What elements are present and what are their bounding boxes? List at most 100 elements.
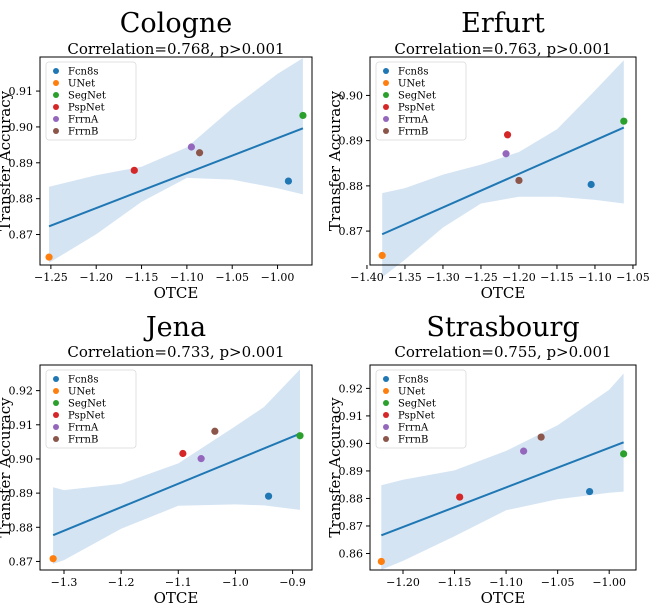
data-point-pspnet xyxy=(179,449,187,458)
data-point-frrnb xyxy=(515,176,523,185)
data-point-frrna xyxy=(502,150,510,158)
chart-subtitle: Correlation=0.733, p>0.001 xyxy=(67,343,284,361)
data-point-frrna xyxy=(187,143,196,151)
y-tick-label: 0.92 xyxy=(339,382,364,395)
regression-line xyxy=(52,432,301,537)
legend-label: SegNet xyxy=(398,399,436,410)
x-tick-label: −1.20 xyxy=(79,271,113,284)
y-axis-label: Transfer Accuracy xyxy=(326,90,344,231)
data-point-pspnet xyxy=(503,131,512,139)
legend-marker-pspnet xyxy=(383,412,389,418)
x-tick-label: −1.3 xyxy=(51,576,78,589)
x-tick-label: −1.0 xyxy=(222,576,249,589)
legend-label: FrrnA xyxy=(398,423,429,434)
legend-marker-segnet xyxy=(53,92,59,98)
legend-label: FrrnB xyxy=(68,435,98,446)
y-tick-label: 0.89 xyxy=(9,487,34,500)
legend-label: FrrnA xyxy=(68,423,99,434)
x-axis-label: OTCE xyxy=(154,284,199,302)
data-point-fcn8s xyxy=(264,492,273,500)
x-tick-label: −1.35 xyxy=(388,271,422,284)
y-axis-label: Transfer Accuracy xyxy=(326,397,344,538)
legend-marker-pspnet xyxy=(53,104,59,110)
chart-title: Strasbourg xyxy=(426,312,579,343)
chart-title: Jena xyxy=(143,312,206,343)
y-tick-label: 0.92 xyxy=(9,385,34,398)
legend-marker-frrnb xyxy=(383,128,389,134)
x-tick-label: −1.30 xyxy=(426,271,460,284)
x-tick-label: −1.10 xyxy=(578,271,612,284)
x-tick-label: −1.00 xyxy=(261,271,295,284)
legend-marker-unet xyxy=(383,80,389,86)
data-point-frrnb xyxy=(211,427,219,435)
legend-marker-frrnb xyxy=(53,128,59,134)
plot-frame xyxy=(369,56,637,266)
data-point-segnet xyxy=(299,111,307,120)
legend-label: FrrnB xyxy=(68,127,98,138)
data-point-fcn8s xyxy=(586,487,594,496)
legend-box xyxy=(45,61,137,141)
y-tick-label: 0.88 xyxy=(9,193,34,206)
y-tick-label: 0.89 xyxy=(339,135,364,148)
legend-label: Fcn8s xyxy=(398,67,428,78)
y-tick-label: 0.88 xyxy=(339,180,364,193)
data-point-frrna xyxy=(520,447,528,455)
chart-subtitle: Correlation=0.755, p>0.001 xyxy=(394,343,611,361)
legend-box xyxy=(45,369,137,449)
x-tick-label: −1.25 xyxy=(34,271,68,284)
x-tick-label: −1.05 xyxy=(215,271,249,284)
legend-marker-segnet xyxy=(383,92,389,98)
legend-label: Fcn8s xyxy=(68,375,98,386)
legend-box xyxy=(375,369,467,449)
x-tick-label: −1.10 xyxy=(489,576,523,589)
y-tick-label: 0.90 xyxy=(9,453,34,466)
legend-marker-segnet xyxy=(53,400,59,406)
x-tick-label: −1.40 xyxy=(350,271,384,284)
y-axis-label: Transfer Accuracy xyxy=(0,90,14,231)
legend-marker-unet xyxy=(53,388,59,394)
data-point-unet xyxy=(378,251,386,260)
legend-label: PspNet xyxy=(68,103,105,114)
legend-label: SegNet xyxy=(68,91,106,102)
y-tick-label: 0.87 xyxy=(339,520,364,533)
y-tick-label: 0.89 xyxy=(339,465,364,478)
legend-label: Fcn8s xyxy=(398,375,428,386)
legend-label: PspNet xyxy=(68,411,105,422)
x-tick-label: −1.00 xyxy=(592,576,626,589)
x-tick-label: −1.25 xyxy=(464,271,498,284)
data-point-frrnb xyxy=(537,433,545,441)
x-tick-label: −0.9 xyxy=(279,576,306,589)
legend-marker-frrnb xyxy=(53,436,59,442)
data-point-segnet xyxy=(620,117,628,125)
data-point-unet xyxy=(377,557,385,566)
legend-label: UNet xyxy=(68,79,95,90)
y-tick-label: 0.91 xyxy=(9,85,34,98)
legend-label: PspNet xyxy=(398,103,435,114)
y-tick-label: 0.87 xyxy=(9,229,34,242)
legend-marker-unet xyxy=(53,80,59,86)
x-tick-label: −1.1 xyxy=(165,576,192,589)
legend-marker-pspnet xyxy=(53,412,59,418)
chart-subtitle: Correlation=0.763, p>0.001 xyxy=(394,40,611,58)
y-tick-label: 0.90 xyxy=(9,121,34,134)
y-tick-label: 0.89 xyxy=(9,157,34,170)
legend-label: FrrnB xyxy=(398,127,428,138)
data-point-segnet xyxy=(620,450,628,458)
plot-frame xyxy=(369,364,637,571)
y-tick-label: 0.90 xyxy=(339,89,364,102)
legend-marker-segnet xyxy=(383,400,389,406)
legend-label: UNet xyxy=(398,79,425,90)
x-tick-label: −1.10 xyxy=(170,271,204,284)
legend-label: UNet xyxy=(398,387,425,398)
legend-label: FrrnA xyxy=(68,115,99,126)
confidence-band xyxy=(53,369,300,564)
legend-label: UNet xyxy=(68,387,95,398)
chart-subtitle: Correlation=0.768, p>0.001 xyxy=(67,40,284,58)
data-point-fcn8s xyxy=(587,180,595,189)
confidence-band xyxy=(381,373,624,570)
legend-label: FrrnA xyxy=(398,115,429,126)
x-axis-label: OTCE xyxy=(154,589,199,607)
plot-frame xyxy=(39,364,313,571)
